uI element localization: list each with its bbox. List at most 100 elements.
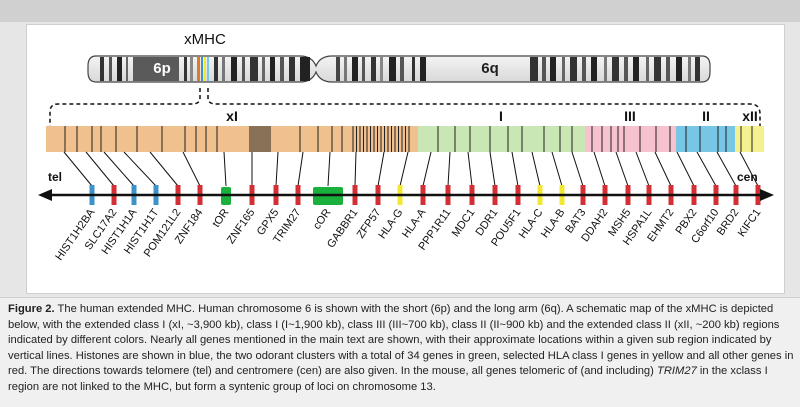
chromosome-band — [624, 57, 628, 81]
region-label-class_xI: xI — [226, 108, 238, 124]
xmhc-zoom-bracket — [49, 88, 761, 126]
chromosome-band — [562, 57, 565, 81]
gene-connector — [354, 151, 357, 187]
gene-connector — [739, 151, 759, 187]
gene-connector — [551, 151, 563, 187]
figure-caption: Figure 2. The human extended MHC. Human … — [8, 302, 796, 396]
chromosome-band — [250, 57, 258, 81]
tel-label: tel — [48, 170, 62, 184]
gene-connector — [593, 151, 606, 187]
top-strip — [0, 0, 800, 22]
caption-label: Figure 2. — [8, 303, 55, 315]
gene-label-kifc1: KIFC1 — [736, 207, 764, 239]
chromosome-band — [420, 57, 426, 81]
gene-connector — [531, 151, 541, 187]
chromosome-band — [612, 57, 619, 81]
chromosome-band — [400, 57, 404, 81]
region-label-class_I: I — [499, 108, 503, 124]
chromosome-band — [695, 57, 700, 81]
region-label-class_III: III — [624, 108, 636, 124]
gene-connector — [447, 151, 451, 187]
arrowhead-cen — [760, 189, 774, 201]
chromosome-band — [352, 57, 358, 81]
region-label-class_II: II — [702, 108, 710, 124]
figure-title: xMHC — [184, 31, 226, 48]
chromosome-band — [380, 57, 383, 81]
chromosome-band — [197, 57, 200, 81]
gene-connector — [149, 151, 179, 187]
chromosome-band — [688, 57, 691, 81]
chromosome-band — [300, 57, 310, 81]
chromosome-band — [666, 57, 670, 81]
gene-connector — [223, 151, 227, 187]
gene-connector — [182, 151, 201, 187]
gene-connector — [696, 151, 717, 187]
chromosome-band — [570, 57, 577, 81]
gene-connector — [489, 151, 496, 187]
chromosome-band — [204, 57, 206, 81]
chromosome-band — [362, 57, 365, 81]
chromosome-band — [289, 57, 295, 81]
gene-connector — [377, 151, 385, 187]
arm-label-6p: 6p — [153, 60, 171, 77]
gene-connector — [63, 151, 93, 187]
caption-box — [0, 297, 800, 407]
region-class_I — [418, 126, 585, 152]
region-class_III — [585, 126, 676, 152]
caption-text-end: in the xclass I region are not linked to… — [8, 365, 768, 393]
chromosome-band — [633, 57, 639, 81]
cen-label: cen — [737, 170, 758, 184]
chromosome-band — [117, 57, 122, 81]
gene-connector — [615, 151, 629, 187]
chromosome-band — [100, 57, 104, 81]
gene-connector — [422, 151, 432, 187]
chromosome-band — [270, 57, 275, 81]
gene-label-cor: cOR — [311, 207, 333, 232]
gene-connector — [635, 151, 650, 187]
chromosome-band — [214, 57, 218, 81]
chromosome-band — [231, 57, 237, 81]
gene-connector — [467, 151, 473, 187]
region-class_xII — [735, 126, 764, 152]
chromosome-band — [262, 57, 265, 81]
gene-connector — [511, 151, 519, 187]
caption-italic-gene: TRIM27 — [657, 365, 697, 378]
gene-connector — [654, 151, 672, 187]
chromosome-band — [582, 57, 586, 81]
chromosome-band — [389, 57, 396, 81]
gene-label-mdc1: MDC1 — [450, 207, 478, 239]
arm-label-6q: 6q — [481, 60, 499, 77]
arrowhead-tel — [38, 189, 52, 201]
caption-text: The human extended MHC. Human chromosome… — [8, 303, 794, 378]
axis-arrow — [38, 189, 774, 201]
gene-connector — [85, 151, 115, 187]
gene-connector — [716, 151, 737, 187]
chromosome-band — [190, 57, 193, 81]
chromosome-6: 6p 6q — [87, 55, 711, 83]
chromosome-band — [676, 57, 682, 81]
chromosome-band — [371, 57, 376, 81]
chromosome-band — [550, 57, 556, 81]
chromosome-band — [126, 57, 128, 81]
gene-label-tor: tOR — [210, 207, 231, 230]
region-bar: xI I III II xII — [46, 108, 764, 152]
chromosome-band — [591, 57, 597, 81]
region-class_xI — [46, 126, 418, 152]
chromosome-band — [542, 57, 546, 81]
chromosome-band — [654, 57, 661, 81]
gene-connector — [676, 151, 695, 187]
gene-map: HIST1H2BASLC17A2HIST1H1AHIST1H1TPOM121L2… — [53, 151, 764, 263]
region-label-class_xII: xII — [742, 108, 758, 124]
chromosome-band — [222, 57, 225, 81]
gene-connector — [571, 151, 584, 187]
chromosome-band — [207, 57, 209, 81]
chromosome-band — [530, 57, 538, 81]
chromosome-band — [242, 57, 245, 81]
chromosome-band — [201, 57, 203, 81]
chromosome-band — [336, 57, 340, 81]
gene-connector — [123, 151, 157, 187]
gene-connector — [297, 151, 304, 187]
chromosome-band — [604, 57, 607, 81]
chromosome-band — [109, 57, 112, 81]
